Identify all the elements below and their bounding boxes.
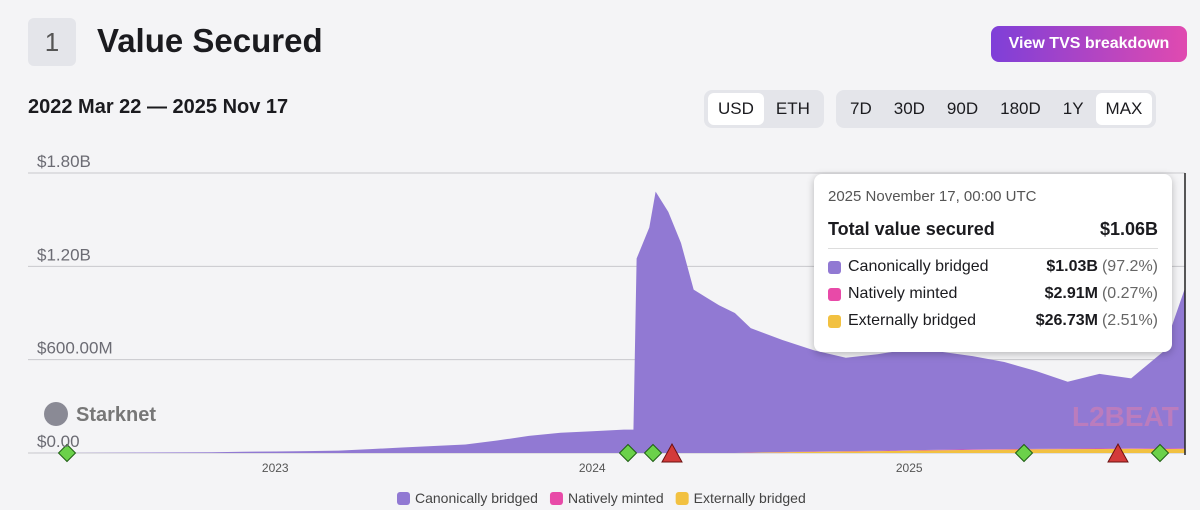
event-diamond[interactable] xyxy=(57,443,77,463)
y-tick-label: $600.00M xyxy=(37,339,113,358)
tooltip-series: Natively minted xyxy=(848,285,958,302)
unit-option[interactable]: USD xyxy=(708,93,764,125)
total-label: Total value secured xyxy=(828,219,995,239)
x-tick-label: 2025 xyxy=(896,461,923,475)
section-index: 1 xyxy=(28,18,76,66)
tooltip-total: Total value secured $1.06B xyxy=(828,219,1158,249)
event-diamond[interactable] xyxy=(643,443,663,463)
event-triangle[interactable] xyxy=(661,442,683,463)
section-title: Value Secured xyxy=(97,22,323,59)
period-option[interactable]: 90D xyxy=(946,99,979,118)
breakdown-button[interactable]: View TVS breakdown xyxy=(991,26,1187,62)
area xyxy=(28,191,1185,453)
total-value: $1.06B xyxy=(1099,219,1158,239)
area xyxy=(28,448,1185,453)
x-tick-label: 2024 xyxy=(579,461,606,475)
event-diamond[interactable] xyxy=(1014,443,1034,463)
event-triangle[interactable] xyxy=(1107,442,1129,463)
tooltip-share: (97.2%) xyxy=(1101,258,1158,275)
unit-toggle: USD ETH xyxy=(704,90,824,128)
legend-swatch xyxy=(397,492,410,505)
x-tick-label: 2023 xyxy=(262,461,289,475)
tooltip-share: (0.27%) xyxy=(1101,285,1158,302)
period-option[interactable]: 1Y xyxy=(1062,99,1084,118)
tooltip-row: Natively minted $2.91M (0.27%) xyxy=(828,285,1158,303)
period-option[interactable]: MAX xyxy=(1095,93,1153,125)
tooltip-value: $26.73M xyxy=(1035,312,1098,329)
unit-option[interactable]: ETH xyxy=(775,99,810,118)
legend-swatch xyxy=(549,492,563,505)
project-logo xyxy=(44,402,68,426)
tooltip-row: Canonically bridged $1.03B (97.2%) xyxy=(828,258,1158,276)
legend-swatch xyxy=(675,492,689,505)
tooltip-swatch xyxy=(828,314,841,328)
date-range: 2022 Mar 22 — 2025 Nov 17 xyxy=(28,96,289,118)
y-tick-label: $1.80B xyxy=(37,152,91,171)
tooltip-row: Externally bridged $26.73M (2.51%) xyxy=(828,312,1158,330)
tooltip-series: Externally bridged xyxy=(848,312,977,329)
tooltip-share: (2.51%) xyxy=(1101,312,1158,329)
tooltip-value: $2.91M xyxy=(1044,285,1098,302)
legend-label: Canonically bridged xyxy=(415,490,538,506)
event-diamond[interactable] xyxy=(618,443,638,463)
brand-watermark: L2BEAT xyxy=(1072,401,1179,432)
event-diamond[interactable] xyxy=(1150,443,1170,463)
project-watermark: Starknet xyxy=(76,404,156,426)
tooltip-date: 2025 November 17, 00:00 UTC xyxy=(828,188,1037,205)
period-toggle: 7D 30D 90D 180D 1Y MAX xyxy=(836,90,1157,128)
area xyxy=(28,448,1185,453)
tooltip: 2025 November 17, 00:00 UTC Total value … xyxy=(814,174,1172,352)
tooltip-swatch xyxy=(828,287,841,301)
y-tick-label: $1.20B xyxy=(37,245,91,264)
tooltip-value: $1.03B xyxy=(1046,258,1098,275)
legend-label: Natively minted xyxy=(568,490,664,506)
period-option[interactable]: 30D xyxy=(893,99,925,118)
tooltip-swatch xyxy=(828,260,841,274)
period-option[interactable]: 180D xyxy=(1000,99,1041,118)
event-markers xyxy=(57,442,1170,463)
y-tick-label: $0.00 xyxy=(37,432,80,451)
tooltip-rows: Canonically bridged $1.03B (97.2%) Natively… xyxy=(828,258,1158,330)
legend-label: Externally bridged xyxy=(694,490,806,506)
period-option[interactable]: 7D xyxy=(850,99,872,118)
tooltip-series: Canonically bridged xyxy=(848,258,989,275)
